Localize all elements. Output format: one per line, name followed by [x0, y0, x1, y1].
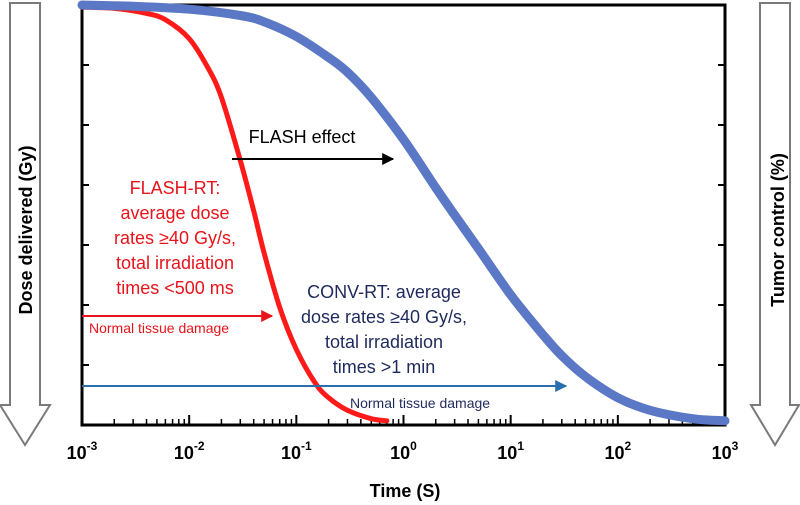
conv-rt-line: dose rates ≥40 Gy/s,	[301, 307, 467, 327]
conv-rt-label: CONV-RT: average dose rates ≥40 Gy/s, to…	[301, 282, 467, 377]
curves	[77, 0, 730, 426]
x-axis-title: Time (S)	[370, 481, 441, 501]
conv-rt-curve	[77, 0, 730, 426]
y-axis-title-right: Tumor control (%)	[768, 153, 788, 307]
conv-rt-line: times >1 min	[333, 357, 436, 377]
flash-rt-label: FLASH-RT: average dose rates ≥40 Gy/s, t…	[114, 178, 236, 298]
x-tick-label: 10-2	[174, 439, 205, 463]
conv-rt-line: total irradiation	[325, 332, 443, 352]
x-tick-label: 10-3	[67, 439, 98, 463]
y-axis-title-left: Dose delivered (Gy)	[16, 145, 36, 314]
flash-rt-curve	[79, 4, 390, 424]
x-tick-label: 10-1	[281, 439, 312, 463]
flash-rt-line: times <500 ms	[116, 278, 234, 298]
flash-rt-line: rates ≥40 Gy/s,	[114, 228, 236, 248]
normal-damage-red-label: Normal tissue damage	[89, 320, 229, 336]
flash-rt-line: average dose	[120, 203, 229, 223]
flash-rt-line: total irradiation	[116, 253, 234, 273]
right-down-arrow	[749, 2, 800, 447]
conv-rt-line: CONV-RT: average	[307, 282, 461, 302]
x-tick-label: 101	[497, 439, 524, 463]
left-down-arrow	[0, 2, 52, 447]
x-tick-label: 102	[604, 439, 631, 463]
x-tick-label: 100	[390, 439, 417, 463]
x-tick-label: 103	[712, 439, 739, 463]
flash-rt-line: FLASH-RT:	[130, 178, 221, 198]
x-tick-labels: 10-3 10-2 10-1 100 101 102 103	[67, 439, 739, 463]
normal-damage-blue-label: Normal tissue damage	[350, 395, 490, 411]
flash-effect-label: FLASH effect	[249, 127, 356, 147]
